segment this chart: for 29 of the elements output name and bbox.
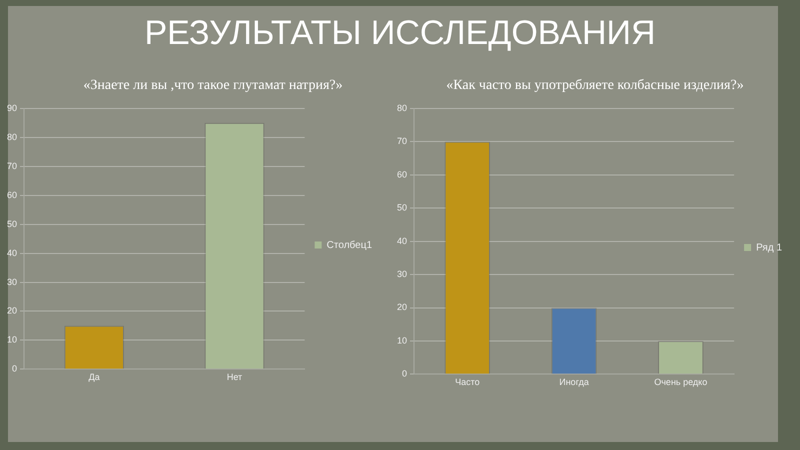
text: РЕЗУЛЬТАТЫ ИССЛЕДОВАНИЯ — [143, 14, 657, 53]
y-tick-label: 70 — [6, 160, 18, 171]
x-tick-label: Часто — [455, 377, 480, 388]
y-tick-label: 80 — [396, 102, 408, 113]
y-tick-label: 20 — [396, 302, 408, 312]
chart-subtitle: «Знаете ли вы ,что такое глутамат натрия?» — [82, 78, 344, 94]
y-tick-label: 90 — [6, 102, 18, 113]
y-tick-label: 30 — [396, 269, 408, 280]
y-tick-label: 40 — [6, 248, 18, 258]
y-tick-label: 10 — [6, 334, 18, 345]
x-tick-label: Иногда — [559, 377, 589, 388]
y-tick-label: 0 — [402, 368, 408, 379]
legend-label: Столбец1 — [326, 240, 372, 251]
x-tick-label: Нет — [226, 372, 242, 382]
y-tick-label: 50 — [6, 218, 18, 229]
legend-label: Ряд 1 — [756, 242, 782, 254]
y-tick-label: 80 — [6, 132, 18, 142]
y-tick-label: 50 — [396, 202, 408, 213]
x-tick-label: Да — [88, 372, 100, 382]
y-tick-label: 30 — [6, 276, 18, 287]
chart-title: «Как часто вы употребляете колбасные изделия?» — [445, 78, 745, 94]
y-tick-label: 40 — [396, 236, 408, 246]
y-tick-label: 60 — [6, 190, 18, 200]
y-tick-label: 0 — [12, 364, 18, 374]
y-tick-label: 70 — [396, 136, 408, 146]
y-tick-label: 20 — [6, 306, 18, 316]
y-tick-label: 60 — [396, 169, 408, 180]
y-tick-label: 10 — [396, 335, 408, 346]
x-tick-label: Очень редко — [654, 377, 708, 388]
